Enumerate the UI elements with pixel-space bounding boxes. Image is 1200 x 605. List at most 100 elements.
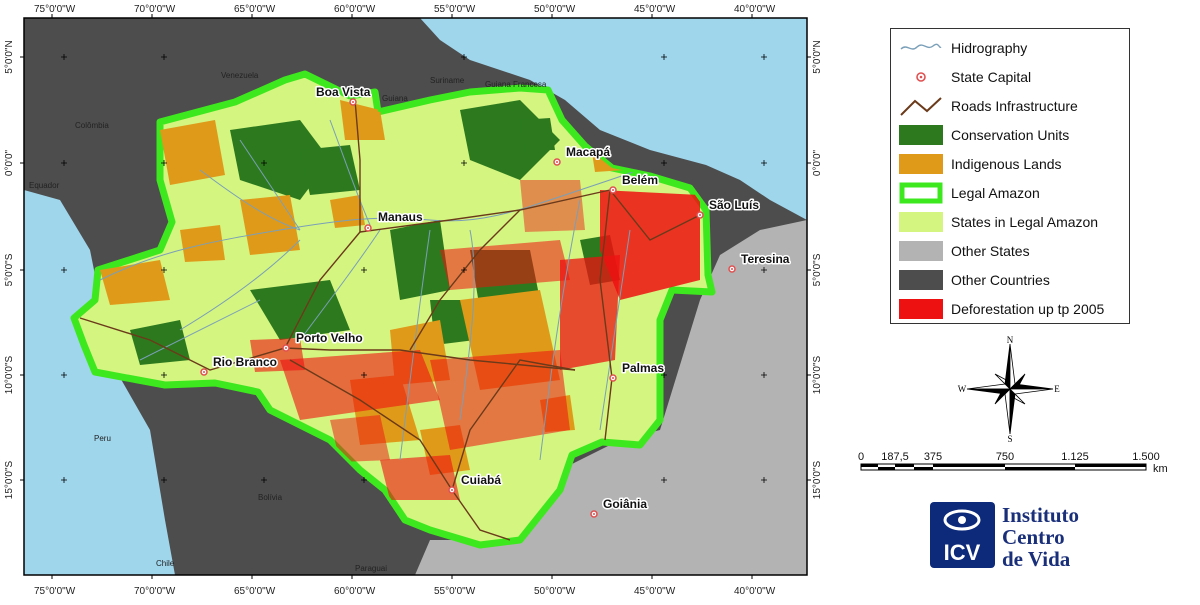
- deforestation-swatch-icon: [899, 298, 943, 319]
- tick-label: 5°0'0"S: [4, 253, 15, 286]
- scale-bar: 0 187,5 375 750 1.125 1.500 km: [855, 447, 1175, 487]
- tick-label: 5°0'0"N: [4, 40, 15, 73]
- state-capital-symbol-icon: [916, 71, 926, 82]
- tick-label: 50°0'0"W: [534, 586, 576, 597]
- city-label: Macapá: [566, 145, 610, 159]
- legend-item-legal-amazon: Legal Amazon: [899, 178, 1129, 207]
- city-label: Rio Branco: [213, 355, 277, 369]
- legend-item-other-countries: Other Countries: [899, 265, 1129, 294]
- tick-label: 65°0'0"W: [234, 4, 276, 15]
- roads-layer: [79, 99, 701, 541]
- compass-east-label: E: [1054, 384, 1060, 394]
- legal-amazon-swatch-icon: [899, 182, 943, 203]
- tick-label: 0°0'0": [4, 149, 15, 176]
- tick-label: 5°0'0"S: [812, 253, 823, 286]
- top-axis-labels: 75°0'0"W 70°0'0"W 65°0'0"W 60°0'0"W 55°0…: [34, 4, 776, 15]
- tick-label: 0°0'0": [812, 149, 823, 176]
- pacific-ocean: [24, 190, 175, 575]
- map-neatline: [23, 17, 808, 576]
- legend-label: State Capital: [951, 68, 1032, 85]
- other-states-swatch-icon: [899, 240, 943, 261]
- tick-label: 45°0'0"W: [634, 4, 676, 15]
- city-label: Belém: [622, 173, 658, 187]
- legend-item-indigenous: Indigenous Lands: [899, 149, 1129, 178]
- capital-marker: [349, 98, 357, 106]
- map-canvas: Venezuela Guiana Suriname Guiana Frances…: [24, 18, 807, 575]
- logo-line2: Centro: [1002, 525, 1065, 549]
- legend-label: Indigenous Lands: [951, 155, 1062, 172]
- tick-label: 15°0'0"S: [812, 460, 823, 499]
- hydrography-layer: [99, 119, 661, 461]
- country-label: Paraguai: [355, 564, 387, 573]
- scale-label: 0: [858, 451, 864, 463]
- capital-marker: [609, 374, 617, 382]
- hidrography-symbol-icon: [900, 43, 942, 50]
- city-label: Boa Vista: [316, 85, 371, 99]
- scale-unit: km: [1153, 463, 1168, 475]
- tick-label: 75°0'0"W: [34, 586, 76, 597]
- city-labels: Boa Vista Macapá Belém São Luís Manaus T…: [212, 84, 792, 513]
- logo-abbr: ICV: [944, 540, 981, 565]
- compass-south-label: S: [1007, 434, 1012, 444]
- city-label: Palmas: [622, 361, 664, 375]
- map-legend: Hidrography State Capital Roads Infrastr…: [890, 28, 1130, 324]
- legend-item-deforestation: Deforestation up tp 2005: [899, 294, 1129, 323]
- legend-label: Roads Infrastructure: [951, 97, 1078, 114]
- logo-line1: Instituto: [1002, 503, 1079, 527]
- legend-label: Other States: [951, 242, 1030, 259]
- tick-label: 60°0'0"W: [334, 586, 376, 597]
- tick-label: 40°0'0"W: [734, 4, 776, 15]
- capital-marker: [448, 486, 456, 494]
- capital-marker: [200, 368, 208, 376]
- country-label: Bolívia: [258, 493, 283, 502]
- city-label: São Luís: [709, 198, 759, 212]
- country-label: Chile: [156, 559, 175, 568]
- tick-label: 70°0'0"W: [134, 4, 176, 15]
- tick-label: 55°0'0"W: [434, 586, 476, 597]
- legend-item-state-capital: State Capital: [899, 62, 1129, 91]
- legend-item-conservation: Conservation Units: [899, 120, 1129, 149]
- atlantic-ocean: [420, 18, 807, 220]
- indigenous-swatch-icon: [899, 153, 943, 174]
- state-capitals: [200, 98, 736, 518]
- capital-marker: [364, 224, 372, 232]
- city-label: Teresina: [741, 252, 790, 266]
- legend-label: Deforestation up tp 2005: [951, 300, 1105, 317]
- left-axis-labels: 5°0'0"N 0°0'0" 5°0'0"S 10°0'0"S 15°0'0"S: [4, 40, 15, 499]
- legend-item-hidrography: Hidrography: [899, 33, 1129, 62]
- scale-label: 1.500: [1132, 451, 1160, 463]
- compass-north-label: N: [1007, 335, 1014, 345]
- compass-rose-icon: N S E W: [955, 334, 1065, 444]
- capital-marker: [609, 186, 617, 194]
- scale-label: 750: [996, 451, 1014, 463]
- legend-item-states-amazon: States in Legal Amazon: [899, 207, 1129, 236]
- country-label: Guiana Francesa: [485, 80, 547, 89]
- tick-label: 55°0'0"W: [434, 4, 476, 15]
- tick-marks: [20, 14, 811, 579]
- legend-label: Conservation Units: [951, 126, 1070, 143]
- capital-marker: [590, 510, 598, 518]
- legend-label: States in Legal Amazon: [951, 213, 1099, 230]
- logo-line3: de Vida: [1002, 547, 1071, 571]
- city-label: Goiânia: [603, 497, 647, 511]
- tick-label: 60°0'0"W: [334, 4, 376, 15]
- legend-item-other-states: Other States: [899, 236, 1129, 265]
- legend-label: Hidrography: [951, 39, 1028, 56]
- legend-label: Legal Amazon: [951, 184, 1040, 201]
- tick-label: 10°0'0"S: [4, 355, 15, 394]
- tick-label: 75°0'0"W: [34, 4, 76, 15]
- scale-label: 187,5: [881, 451, 909, 463]
- country-label: Venezuela: [221, 71, 259, 80]
- tick-label: 45°0'0"W: [634, 586, 676, 597]
- scale-label: 1.125: [1061, 451, 1089, 463]
- country-labels: Venezuela Guiana Suriname Guiana Frances…: [29, 71, 547, 573]
- city-label: Manaus: [378, 210, 423, 224]
- country-label: Colômbia: [75, 121, 109, 130]
- icv-logo: ICV Instituto Centro de Vida: [930, 500, 1105, 572]
- compass-west-label: W: [958, 384, 967, 394]
- other-states-area: [415, 220, 807, 575]
- tick-label: 65°0'0"W: [234, 586, 276, 597]
- conservation-swatch-icon: [899, 124, 943, 145]
- right-axis-labels: 5°0'0"N 0°0'0" 5°0'0"S 10°0'0"S 15°0'0"S: [812, 40, 823, 499]
- city-label: Porto Velho: [296, 331, 363, 345]
